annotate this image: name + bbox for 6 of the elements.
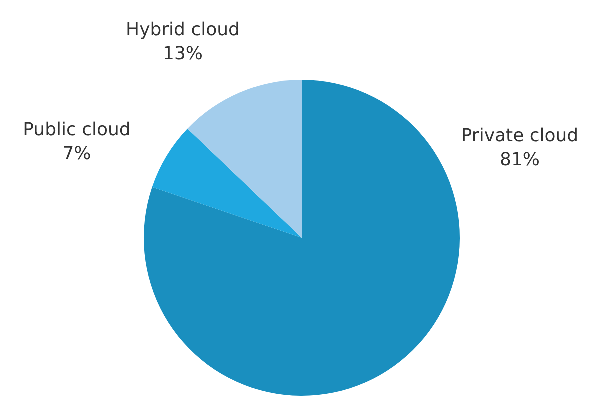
slice-label: Public cloud: [23, 120, 131, 140]
data-label: 7%: [62, 144, 92, 164]
data-label: 13%: [162, 44, 204, 64]
slice-label: Hybrid cloud: [126, 20, 240, 40]
data-label: 81%: [500, 150, 540, 170]
slice-label: Private cloud: [461, 126, 579, 146]
